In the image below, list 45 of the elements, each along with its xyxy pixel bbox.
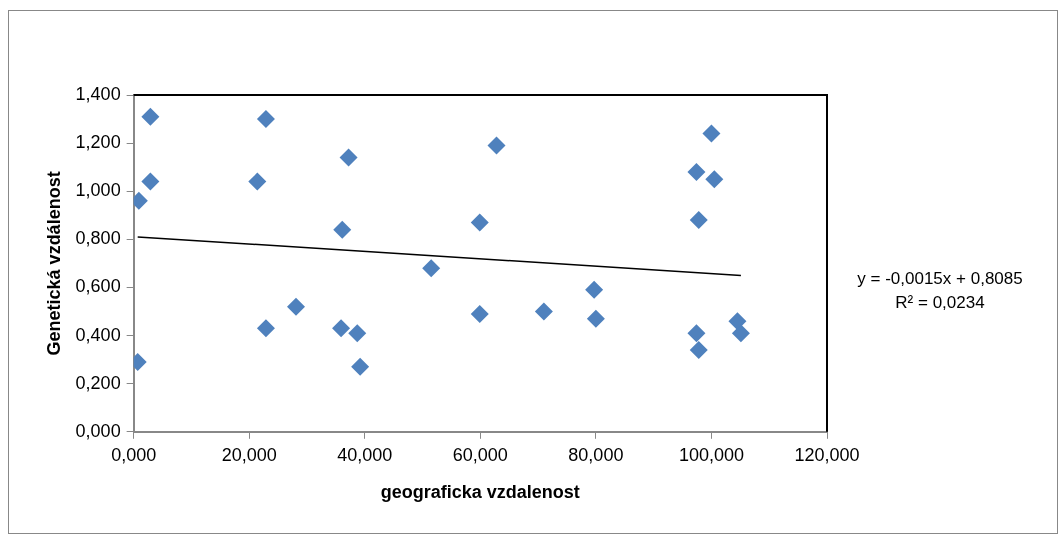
point bbox=[728, 312, 747, 331]
point bbox=[256, 110, 275, 129]
x-tick-label: 100,000 bbox=[678, 444, 744, 465]
y-tick-label: 0,400 bbox=[75, 324, 121, 345]
x-tick-label: 40,000 bbox=[337, 444, 393, 465]
y-tick-label: 0,000 bbox=[75, 420, 121, 441]
y-tick-label: 1,400 bbox=[75, 83, 121, 104]
point bbox=[339, 148, 358, 167]
point bbox=[487, 136, 506, 155]
x-axis-title: geograficka vzdalenost bbox=[380, 482, 580, 503]
y-axis-title: Genetická vzdálenost bbox=[43, 171, 64, 356]
point bbox=[534, 302, 553, 321]
point bbox=[702, 124, 721, 143]
point bbox=[689, 211, 708, 230]
y-tick-label: 1,000 bbox=[75, 180, 121, 201]
point bbox=[287, 297, 306, 316]
point bbox=[470, 304, 489, 323]
x-tick-label: 0,000 bbox=[111, 444, 157, 465]
x-tick-label: 20,000 bbox=[221, 444, 277, 465]
point bbox=[470, 213, 489, 232]
x-tick-label: 80,000 bbox=[568, 444, 624, 465]
point bbox=[256, 319, 275, 338]
point bbox=[687, 162, 706, 181]
point bbox=[248, 172, 267, 191]
point bbox=[731, 324, 750, 343]
y-tick-label: 0,800 bbox=[75, 228, 121, 249]
point bbox=[689, 341, 708, 360]
point bbox=[585, 280, 604, 299]
y-tick-label: 1,200 bbox=[75, 132, 121, 153]
x-tick-label: 120,000 bbox=[794, 444, 860, 465]
text: y = -0,0015x + 0,8085 bbox=[857, 269, 1023, 289]
text: R² = 0,0234 bbox=[895, 293, 985, 313]
point bbox=[141, 107, 160, 126]
point bbox=[333, 220, 352, 239]
point bbox=[332, 319, 351, 338]
point bbox=[705, 170, 724, 189]
point bbox=[687, 324, 706, 343]
point bbox=[348, 324, 367, 343]
point bbox=[422, 259, 441, 278]
x-tick-label: 60,000 bbox=[452, 444, 508, 465]
point bbox=[141, 172, 160, 191]
y-tick-label: 0,200 bbox=[75, 372, 121, 393]
point bbox=[351, 357, 370, 376]
y-tick-label: 0,600 bbox=[75, 276, 121, 297]
point bbox=[586, 309, 605, 328]
